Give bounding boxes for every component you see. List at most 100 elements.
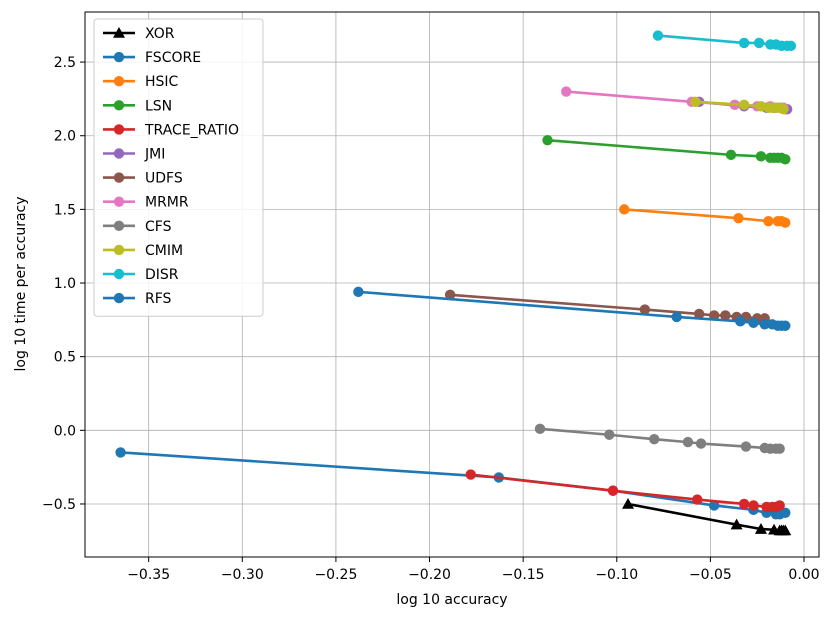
legend-label-jmi: JMI [144,147,165,163]
data-point-lsn [755,151,767,162]
legend-label-cmim: CMIM [145,243,183,259]
legend-item-fscore: FSCORE [103,50,201,66]
legend-label-trace-ratio: TRACE_RATIO [144,122,239,138]
legend-marker-fscore [113,51,125,63]
data-point-cmim [738,99,750,110]
series-lsn [542,134,791,165]
y-tick-label: 2.0 [54,129,76,145]
legend-item-rfs: RFS [103,291,172,307]
data-point-lsn [542,134,553,146]
legend-item-hsic: HSIC [103,74,179,90]
data-point-hsic [780,217,791,228]
data-point-disr [652,30,664,41]
series-line-trace-ratio [470,473,781,509]
axis-ticks: −0.35 −0.30 −0.25 −0.20 −0.15 −0.10 −0.05 0.00 −… [42,55,820,583]
y-tick-label: 1.0 [54,276,76,292]
legend-item-trace-ratio: TRACE_RATIO [103,122,239,138]
plot-frame [84,11,820,558]
data-point-xor [622,497,635,509]
plot-series [115,30,797,536]
legend-marker-xor [113,27,125,38]
legend-item-lsn: LSN [103,98,172,114]
data-point-cfs [682,436,694,448]
series-mrmr [561,86,789,113]
y-tick-label: −0.5 [42,497,76,513]
legend-item-mrmr: MRMR [103,195,189,211]
x-tick-label: −0.20 [408,567,451,583]
legend-item-disr: DISR [103,267,179,283]
legend-label-disr: DISR [145,267,179,283]
data-point-cfs [649,433,660,445]
legend-marker-cfs [113,220,125,231]
legend-marker-lsn [113,100,125,111]
data-point-lsn [725,149,737,161]
x-tick-label: 0.00 [788,567,819,583]
data-point-fscore [780,507,791,519]
legend-item-xor: XOR [103,26,175,42]
data-point-rfs [671,311,682,323]
legend-marker-cmim [113,244,125,256]
y-tick-label: 0.5 [54,350,76,366]
x-tick-label: −0.25 [314,567,357,583]
data-point-hsic [733,213,744,224]
legend-marker-udfs [113,172,125,183]
data-point-trace-ratio [607,485,619,496]
legend-marker-hsic [113,76,125,87]
y-axis-label: log 10 time per accuracy [13,196,29,371]
legend-marker-disr [113,268,125,280]
series-line-hsic [624,208,786,224]
data-point-cmim [690,96,701,108]
data-point-trace-ratio [748,500,759,511]
legend-label-fscore: FSCORE [145,50,201,66]
data-point-trace-ratio [465,469,476,480]
legend-label-xor: XOR [145,26,175,42]
series-hsic [619,204,791,228]
x-tick-label: −0.10 [595,567,638,583]
data-point-disr [753,37,765,49]
x-tick-label: −0.05 [689,567,732,583]
series-udfs [444,289,770,324]
data-point-rfs [759,319,770,330]
legend: XOR FSCORE HSIC LSN TRACE_RATIO JMI UDFS MRMR CF… [93,18,264,317]
series-line-fscore [120,451,786,516]
data-point-hsic [763,215,774,227]
legend-label-udfs: UDFS [145,171,183,187]
data-point-cfs [604,429,615,440]
x-tick-label: −0.15 [502,567,545,583]
series-line-lsn [547,138,786,161]
legend-item-cmim: CMIM [103,243,183,259]
data-point-mrmr [561,86,572,97]
legend-marker-trace-ratio [113,124,125,135]
data-point-cfs [740,441,752,452]
series-xor [622,497,792,536]
data-point-trace-ratio [774,500,785,511]
y-tick-label: 1.5 [54,202,76,218]
legend-marker-jmi [113,148,125,159]
legend-item-jmi: JMI [103,147,165,163]
data-point-rfs [748,317,759,328]
y-tick-label: 2.5 [54,55,76,71]
data-point-lsn [780,154,791,165]
data-point-disr [738,37,750,49]
data-point-cmim [778,104,789,115]
data-point-trace-ratio [692,494,703,505]
x-axis-label: log 10 accuracy [396,592,507,608]
data-point-cfs [695,438,707,449]
data-point-cfs [534,423,546,435]
data-point-rfs [735,316,746,327]
y-tick-label: 0.0 [54,423,76,439]
series-fscore [115,447,791,520]
x-tick-label: −0.35 [127,567,170,583]
data-point-fscore [115,447,126,458]
legend-marker-rfs [113,292,125,304]
data-point-xor [779,524,792,536]
legend-marker-mrmr [113,196,125,207]
data-point-fscore [708,500,720,511]
data-point-xor [730,518,743,530]
data-point-xor [754,523,767,534]
data-point-udfs [693,308,705,320]
legend-label-lsn: LSN [145,98,172,114]
legend-label-rfs: RFS [145,291,172,307]
series-rfs [353,286,791,331]
